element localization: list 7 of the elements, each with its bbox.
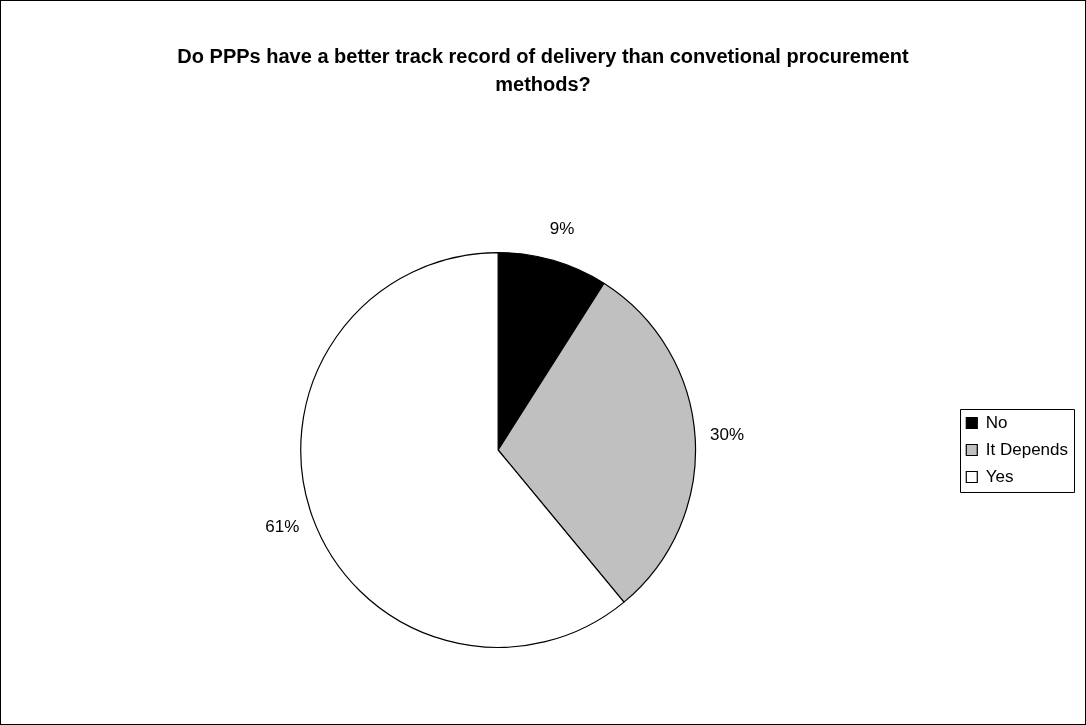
legend-label: No [985, 412, 1008, 432]
data-label: 61% [265, 517, 300, 537]
chart-title: Do PPPs have a better track record of delivery than convetional procurement methods? [176, 44, 910, 97]
legend-label: Yes [985, 466, 1014, 486]
data-label: 30% [710, 425, 745, 445]
data-label: 9% [549, 219, 575, 239]
legend-label: It Depends [985, 439, 1069, 459]
